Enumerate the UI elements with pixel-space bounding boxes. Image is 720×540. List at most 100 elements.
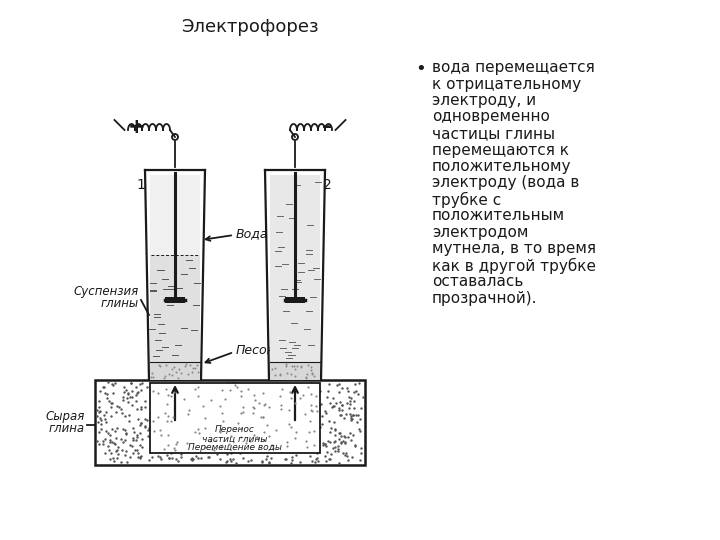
Point — [302, 361, 313, 369]
Point — [135, 385, 146, 394]
Point — [127, 423, 139, 432]
Point — [221, 449, 233, 458]
Point — [215, 442, 227, 451]
Point — [122, 390, 133, 399]
Point — [182, 369, 194, 378]
Point — [323, 437, 334, 445]
Point — [331, 381, 343, 390]
Point — [237, 454, 248, 462]
Point — [99, 389, 111, 397]
Point — [214, 428, 225, 436]
Point — [160, 371, 171, 380]
Point — [327, 402, 338, 411]
Point — [112, 446, 123, 454]
Point — [287, 456, 298, 464]
Point — [168, 388, 180, 396]
Text: •: • — [415, 60, 426, 78]
Point — [284, 388, 296, 396]
Point — [165, 392, 176, 400]
Bar — [270, 362, 320, 380]
Point — [108, 456, 120, 465]
Point — [135, 404, 147, 413]
Point — [120, 436, 131, 444]
Point — [105, 412, 117, 421]
Point — [140, 422, 151, 430]
Point — [305, 389, 316, 398]
Point — [121, 458, 132, 467]
Point — [260, 455, 271, 464]
Point — [341, 452, 352, 461]
Point — [196, 454, 207, 462]
Point — [235, 449, 246, 457]
Point — [112, 454, 123, 463]
Point — [338, 448, 349, 457]
Point — [155, 453, 166, 462]
Point — [320, 451, 331, 460]
Point — [333, 434, 345, 443]
Point — [235, 433, 247, 441]
Point — [320, 457, 332, 465]
Text: Песок: Песок — [236, 345, 275, 357]
Point — [143, 456, 155, 464]
Point — [348, 442, 360, 451]
Point — [328, 438, 340, 447]
Point — [258, 428, 270, 437]
Point — [132, 388, 144, 397]
Text: положительным: положительным — [432, 208, 565, 224]
Point — [161, 384, 172, 393]
Point — [328, 402, 339, 410]
Point — [306, 379, 318, 387]
Point — [336, 438, 347, 447]
Point — [139, 402, 150, 411]
Point — [275, 404, 287, 413]
Point — [344, 409, 356, 418]
Point — [253, 399, 264, 408]
Point — [126, 387, 138, 396]
Point — [338, 431, 349, 440]
Point — [317, 441, 328, 450]
Text: прозрачной).: прозрачной). — [432, 291, 538, 306]
Point — [161, 400, 173, 409]
Point — [162, 430, 174, 439]
Point — [206, 445, 217, 454]
Text: вода перемещается: вода перемещается — [432, 60, 595, 75]
Point — [257, 413, 269, 421]
Point — [320, 442, 331, 450]
Point — [306, 366, 318, 374]
Point — [161, 417, 173, 426]
Text: 2: 2 — [323, 178, 332, 192]
Point — [143, 432, 154, 441]
Point — [199, 442, 211, 451]
Point — [111, 424, 122, 433]
Text: оставалась: оставалась — [432, 274, 523, 289]
Point — [135, 440, 146, 449]
Point — [283, 420, 294, 429]
Point — [106, 437, 117, 446]
Point — [107, 389, 119, 397]
Point — [99, 449, 111, 457]
Point — [348, 404, 359, 413]
Point — [154, 426, 166, 434]
Point — [337, 384, 348, 393]
Point — [179, 394, 190, 403]
Point — [204, 453, 215, 462]
Point — [104, 436, 115, 444]
Point — [351, 386, 362, 395]
Text: глина: глина — [49, 422, 85, 435]
Text: перемещаются к: перемещаются к — [432, 143, 569, 158]
Point — [93, 407, 104, 416]
Point — [163, 370, 174, 379]
Point — [344, 399, 356, 408]
Point — [179, 362, 190, 370]
Point — [287, 452, 298, 461]
Point — [325, 437, 336, 446]
Point — [328, 402, 340, 410]
Point — [119, 426, 130, 434]
Point — [303, 428, 315, 437]
Point — [156, 430, 167, 439]
Point — [311, 407, 323, 416]
Point — [346, 394, 357, 403]
Bar — [150, 255, 200, 362]
Point — [217, 408, 228, 417]
Point — [107, 380, 118, 389]
